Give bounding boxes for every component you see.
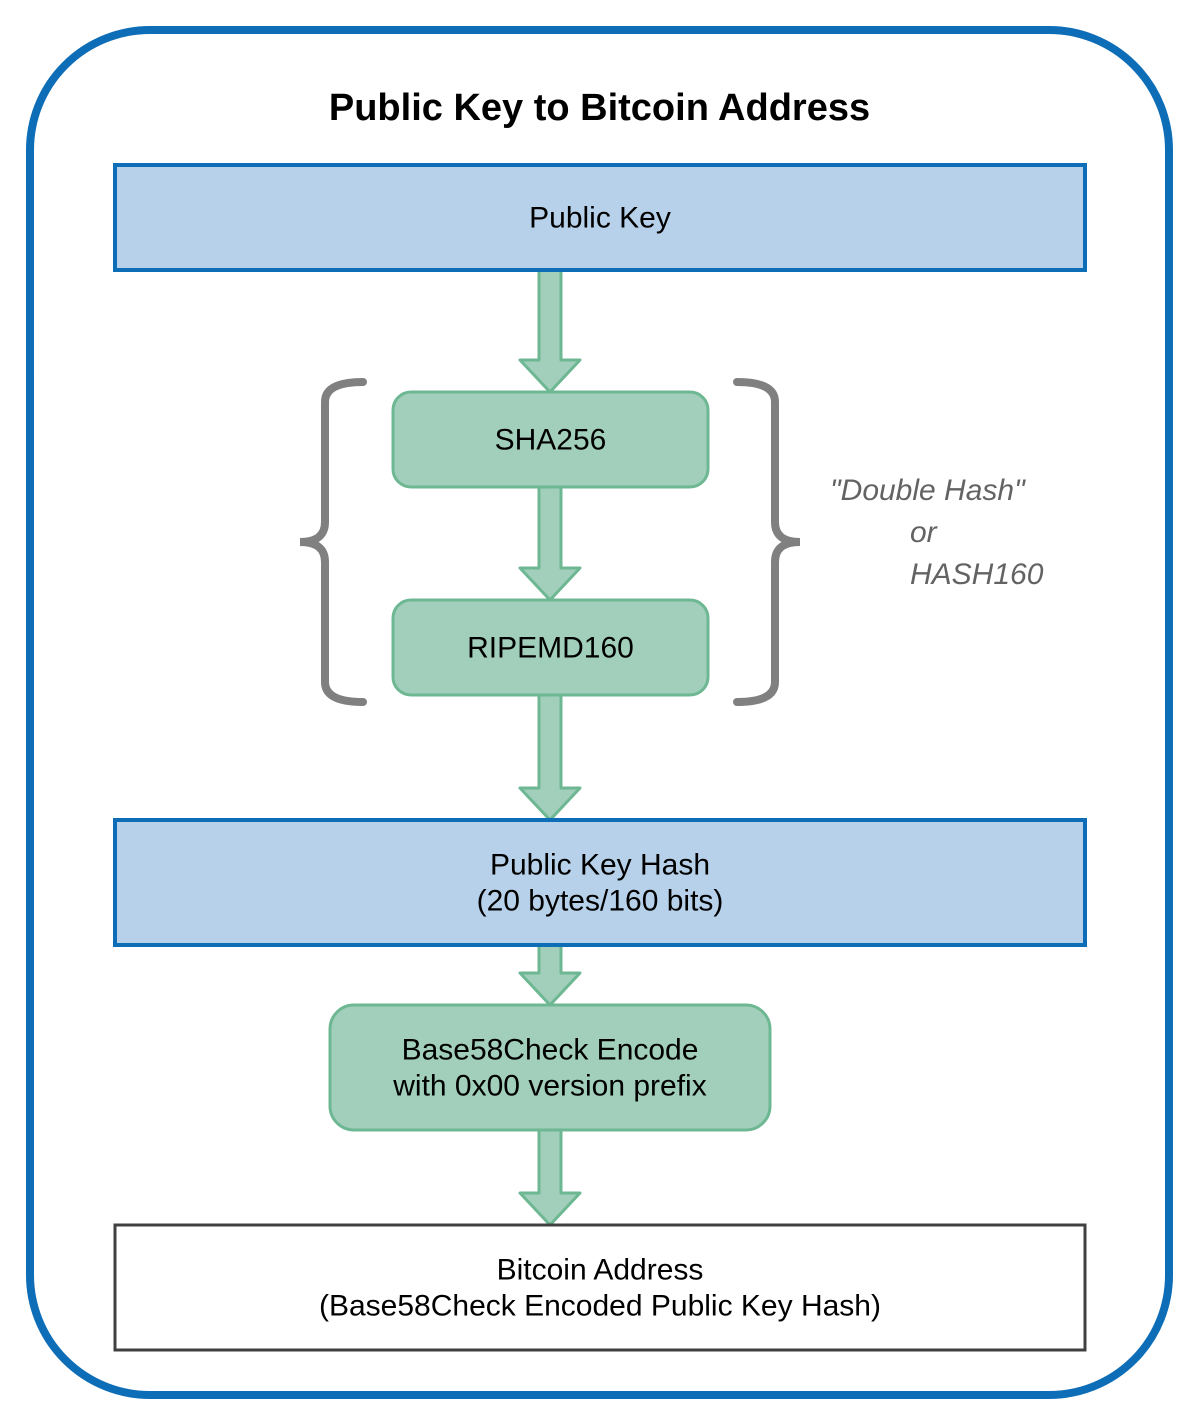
base58check-box <box>330 1005 770 1130</box>
flow-arrow <box>520 487 580 600</box>
base58check-label: Base58Check Encode <box>402 1034 699 1067</box>
brace-left <box>300 382 363 702</box>
pubkey_hash-box <box>115 820 1085 945</box>
brace-right <box>737 382 800 702</box>
flow-arrow <box>520 270 580 392</box>
public_key-label: Public Key <box>529 202 671 235</box>
flow-arrow <box>520 945 580 1005</box>
flow-arrow <box>520 695 580 820</box>
pubkey_hash-label: (20 bytes/160 bits) <box>477 885 724 918</box>
ripemd160-label: RIPEMD160 <box>467 632 634 665</box>
base58check-label: with 0x00 version prefix <box>392 1070 706 1103</box>
annotation-line1: "Double Hash" <box>830 474 1026 507</box>
annotation-line3: HASH160 <box>910 558 1044 591</box>
bitcoin_addr-box <box>115 1225 1085 1350</box>
diagram-title: Public Key to Bitcoin Address <box>329 87 870 129</box>
sha256-label: SHA256 <box>495 424 607 457</box>
pubkey_hash-label: Public Key Hash <box>490 849 710 882</box>
bitcoin_addr-label: Bitcoin Address <box>497 1254 704 1287</box>
bitcoin_addr-label: (Base58Check Encoded Public Key Hash) <box>319 1290 881 1323</box>
annotation-line2: or <box>910 516 938 549</box>
diagram-canvas: Public Key to Bitcoin Address Public Key S… <box>0 0 1199 1425</box>
flow-arrow <box>520 1130 580 1225</box>
diagram-svg: Public Key to Bitcoin Address Public Key S… <box>0 0 1199 1425</box>
